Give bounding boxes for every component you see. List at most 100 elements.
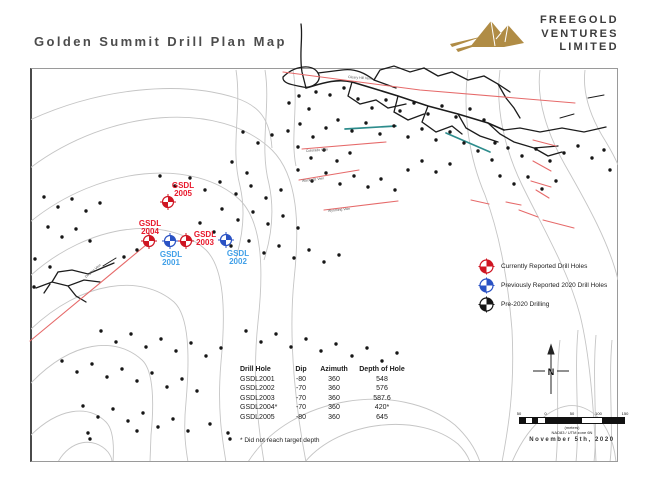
pre-2020-drill-dot xyxy=(228,437,232,441)
pre-2020-drill-dot xyxy=(448,130,452,134)
pre-2020-drill-dot xyxy=(412,101,416,105)
pre-2020-drill-dot xyxy=(32,285,36,289)
table-cell: 548 xyxy=(376,375,388,383)
pre-2020-drill-dot xyxy=(70,197,74,201)
pre-2020-drill-dot xyxy=(493,141,497,145)
pre-2020-drill-dot xyxy=(296,226,300,230)
pre-2020-drill-dot xyxy=(335,159,339,163)
table-cell: 360 xyxy=(328,404,340,411)
table-cell: -70 xyxy=(295,404,307,411)
pre-2020-drill-dot xyxy=(406,168,410,172)
drill-hole-symbol-gsdl2001: GSDL 2001 xyxy=(160,233,182,267)
pre-2020-drill-dot xyxy=(229,244,233,248)
drill-hole-label-gsdl2003: GSDL 2003 xyxy=(194,230,216,247)
pre-2020-drill-dot xyxy=(476,149,480,153)
pre-2020-drill-dot xyxy=(426,112,430,116)
table-cell: GSDL2002 xyxy=(240,385,275,392)
pre-2020-drill-dot xyxy=(576,144,580,148)
map-date-label: November 5th, 2020 xyxy=(529,437,615,443)
pre-2020-drill-dot xyxy=(324,126,328,130)
pre-2020-drill-dot xyxy=(135,379,139,383)
pre-2020-drill-dot xyxy=(384,98,388,102)
pre-2020-drill-dot xyxy=(88,239,92,243)
drill-hole-symbol-gsdl2005: GSDL 2005 xyxy=(160,181,194,210)
pre-2020-drill-dot xyxy=(434,138,438,142)
scale-tick: 50 xyxy=(569,411,575,416)
pre-2020-drill-dot xyxy=(307,248,311,252)
pre-2020-drill-dot xyxy=(234,192,238,196)
legend-item-label: Previously Reported 2020 Drill Holes xyxy=(501,282,608,289)
pre-2020-drill-dot xyxy=(256,141,260,145)
contour-lines-layer xyxy=(31,69,618,461)
pre-2020-drill-dot xyxy=(338,182,342,186)
pre-2020-drill-dot xyxy=(99,329,103,333)
pre-2020-drill-dot xyxy=(86,431,90,435)
drill-hole-label-gsdl2001: GSDL 2001 xyxy=(160,250,182,267)
pre-2020-drill-dot xyxy=(48,265,52,269)
vein-label: Wackwitz Vein xyxy=(302,176,325,183)
pre-2020-drill-dot xyxy=(84,209,88,213)
pre-2020-drill-dot xyxy=(266,222,270,226)
pre-2020-drill-dot xyxy=(395,351,399,355)
vein-label: Cleary Hill Vein xyxy=(348,75,372,81)
pre-2020-drill-dot xyxy=(279,188,283,192)
pre-2020-drill-dot xyxy=(42,195,46,199)
pre-2020-drill-dot xyxy=(448,162,452,166)
drill-hole-symbol-gsdl2002: GSDL 2002 xyxy=(218,232,249,266)
pre-2020-drill-dot xyxy=(180,377,184,381)
pre-2020-drill-dot xyxy=(189,341,193,345)
pre-2020-drill-dot xyxy=(188,176,192,180)
pre-2020-drill-dot xyxy=(262,251,266,255)
pre-2020-drill-dot xyxy=(307,107,311,111)
scale-tick: 100 xyxy=(595,411,602,416)
pre-2020-drill-dot xyxy=(297,94,301,98)
pre-2020-drill-dot xyxy=(120,367,124,371)
pre-2020-drill-dot xyxy=(420,127,424,131)
pre-2020-drill-dot xyxy=(111,407,115,411)
pre-2020-drill-dot xyxy=(310,179,314,183)
pre-2020-drill-dot xyxy=(352,174,356,178)
table-cell: 587.6 xyxy=(373,394,391,402)
pre-2020-drill-dot xyxy=(590,156,594,160)
pre-2020-drill-dot xyxy=(114,340,118,344)
pre-2020-drill-dot xyxy=(259,340,263,344)
drill-hole-label-gsdl2004: GSDL 2004 xyxy=(139,219,161,236)
table-cell: 360 xyxy=(328,413,340,421)
scale-tick: 50 xyxy=(516,411,522,416)
table-header-depth: Depth of Hole xyxy=(359,366,405,373)
pre-2020-drill-dot xyxy=(218,180,222,184)
pre-2020-drill-holes-layer xyxy=(32,86,612,441)
pre-2020-drill-dot xyxy=(336,118,340,122)
pre-2020-drill-dot xyxy=(158,174,162,178)
pre-2020-drill-dot xyxy=(482,118,486,122)
pre-2020-drill-dot xyxy=(462,141,466,145)
vein-label: Colorado Vein xyxy=(306,147,328,153)
pre-2020-drill-dot xyxy=(274,332,278,336)
pre-2020-drill-dot xyxy=(337,253,341,257)
pre-2020-drill-dot xyxy=(562,151,566,155)
pre-2020-drill-dot xyxy=(244,329,248,333)
legend-item-currently-reported: Currently Reported Drill Holes xyxy=(478,257,607,276)
table-cell: GSDL2004* xyxy=(240,404,278,411)
drill-data-table: Drill Hole Dip Azimuth Depth of Hole GSD… xyxy=(240,366,410,421)
logo-mountain-icon xyxy=(450,21,524,53)
fault-vein-lines-layer xyxy=(29,71,576,342)
pre-2020-drill-dot xyxy=(370,106,374,110)
logo-text: FREEGOLD VENTURES LIMITED xyxy=(540,14,619,55)
pre-2020-drill-dot xyxy=(289,345,293,349)
pre-2020-drill-dot xyxy=(440,104,444,108)
table-footnote: * Did not reach target depth xyxy=(240,437,320,444)
pre-2020-drill-dot xyxy=(171,417,175,421)
pre-2020-drill-dot xyxy=(159,337,163,341)
table-cell: 360 xyxy=(328,394,340,402)
quartered-circle-red-icon xyxy=(478,258,495,275)
scale-tick-labels: 50 0 50 100 150 xyxy=(512,411,632,416)
pre-2020-drill-dot xyxy=(281,214,285,218)
pre-2020-drill-dot xyxy=(434,170,438,174)
pre-2020-drill-dot xyxy=(364,121,368,125)
pre-2020-drill-dot xyxy=(241,130,245,134)
pre-2020-drill-dot xyxy=(56,205,60,209)
pre-2020-drill-dot xyxy=(378,132,382,136)
pre-2020-drill-dot xyxy=(454,115,458,119)
